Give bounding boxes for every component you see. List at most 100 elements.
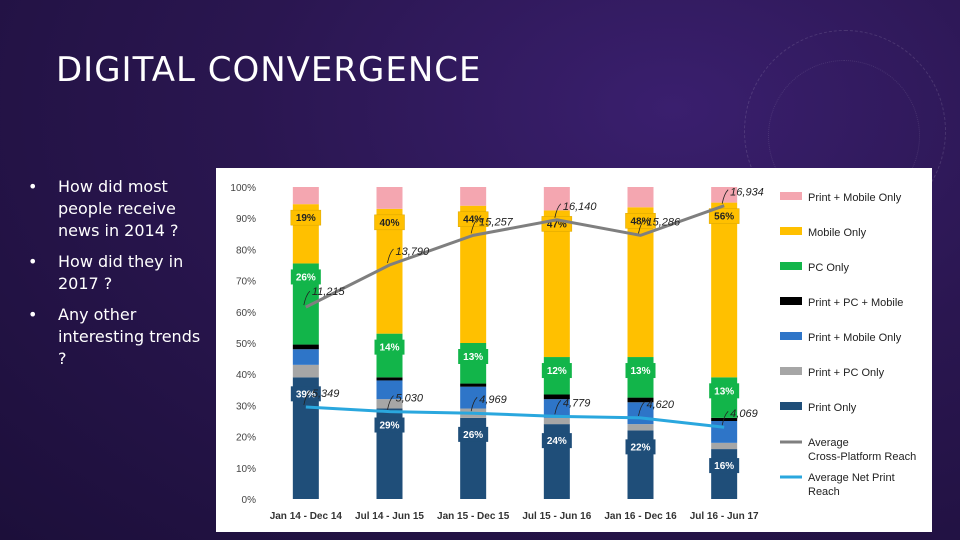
line-label-leader [721,410,729,426]
bar-segment [376,399,403,409]
bar-data-label: 22% [630,442,650,453]
bar-segment [460,187,487,206]
line-data-label: 4,069 [730,408,758,420]
bar-data-label: 29% [379,421,399,432]
line-data-label: 15,286 [647,216,682,228]
line-label-leader [470,396,478,412]
bar-segment [543,417,570,425]
x-tick-label: Jan 16 - Dec 16 [604,511,677,522]
bar-data-label-bg [625,363,656,379]
legend-label: Average Cross-Platform Reach [808,437,916,463]
legend-label: Print + Mobile Only [808,192,902,204]
slide-title: DIGITAL CONVERGENCE [56,50,482,90]
x-tick-label: Jul 15 - Jun 16 [522,511,591,522]
bar-segment [543,399,570,418]
y-tick-label: 10% [236,464,256,475]
line-label-leader [303,290,311,306]
bar-data-label-bg [458,349,489,364]
line-label-leader [303,390,311,406]
bar-data-label: 13% [714,386,734,397]
bar-segment [543,210,570,358]
y-tick-label: 80% [236,245,256,256]
bar-data-label: 40% [379,218,399,229]
legend-label: Print Only [808,402,857,414]
series-line [305,405,725,429]
bar-segment [376,380,403,400]
line-label-leader [638,219,645,234]
bar-data-label-bg [290,386,321,402]
bar-data-label: 12% [547,366,567,377]
x-tick-label: Jul 16 - Jun 17 [690,511,759,522]
legend-label: Print + PC Only [808,367,885,379]
x-tick-label: Jan 15 - Dec 15 [437,511,510,522]
bar-data-label-bg [290,269,321,285]
bar-data-label-bg [709,458,740,474]
bar-segment [627,424,654,431]
bar-segment [292,349,319,365]
bar-data-label-bg [541,363,572,379]
bar-segment [460,386,487,409]
line-data-label: 4,969 [479,394,507,406]
bullet-item: How did most people receive news in 2014… [28,176,208,242]
legend-swatch [780,402,802,410]
x-tick-label: Jul 14 - Jun 15 [355,511,424,522]
bar-segment [460,205,487,343]
bar-segment [627,187,654,208]
legend-swatch [780,262,802,270]
bar-data-label: 19% [296,213,316,224]
bullet-list: How did most people receive news in 2014… [28,176,208,379]
legend-swatch [780,192,802,200]
line-label-leader [470,219,478,234]
bar-data-label-bg [458,426,489,442]
bar-data-label-bg [541,433,572,449]
bar-data-label: 39% [296,389,316,400]
line-label-leader [721,189,729,204]
bar-segment [376,377,403,381]
line-label-leader [387,395,394,410]
legend-swatch [780,297,802,305]
legend-label: PC Only [808,262,849,274]
bar-segment [292,187,319,205]
bar-data-label: 13% [630,366,650,377]
bar-data-label: 44% [463,215,483,226]
bar-segment [711,202,738,378]
bar-segment [711,421,738,443]
line-data-label: 5,030 [396,393,424,405]
legend-label: Print + Mobile Only [808,332,902,344]
line-data-label: 13,790 [396,246,431,258]
bar-data-label: 26% [296,272,316,283]
line-data-label: 16,140 [563,201,598,213]
bar-segment [292,364,319,378]
legend-label: Average Net Print Reach [808,472,895,498]
bar-data-label: 47% [547,219,567,230]
bar-segment [711,187,738,203]
series-line [305,204,725,309]
y-tick-label: 40% [236,370,256,381]
y-tick-label: 100% [230,183,256,194]
legend-swatch [780,332,802,340]
bar-data-label-bg [374,214,405,231]
bar-data-label-bg [374,417,405,433]
line-label-leader [554,203,562,218]
bar-data-label-bg [625,213,656,229]
bullet-item: Any other interesting trends ? [28,304,208,370]
bar-data-label: 48% [630,216,650,227]
bar-segment [627,397,654,403]
bar-data-label: 16% [714,461,734,472]
bar-data-label-bg [290,209,322,226]
line-data-label: 4,620 [647,399,675,411]
bar-data-label-bg [374,339,405,355]
y-tick-label: 50% [236,339,256,350]
y-tick-label: 30% [236,401,256,412]
bar-segment [292,344,319,350]
bar-data-label-bg [709,383,740,399]
bar-data-label: 56% [714,212,734,223]
line-data-label: 5,349 [312,388,340,400]
bar-segment [543,394,570,400]
line-label-leader [638,401,645,416]
line-data-label: 4,779 [563,397,591,409]
bullet-item: How did they in 2017 ? [28,251,208,295]
bar-segment [460,383,487,387]
y-tick-label: 0% [242,495,257,506]
legend-label: Mobile Only [808,227,867,239]
